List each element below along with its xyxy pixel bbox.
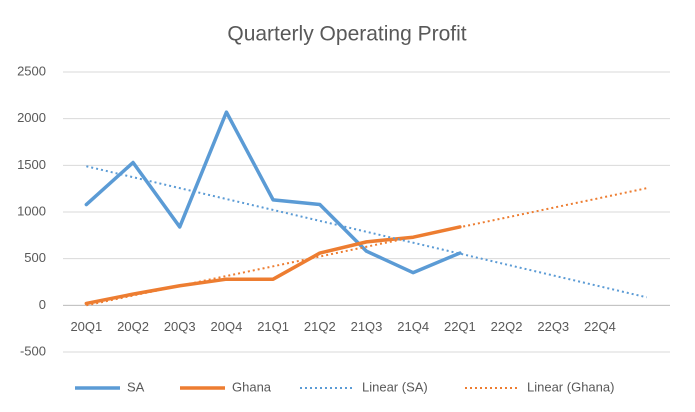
trend-line — [86, 165, 647, 299]
x-tick-label: 22Q4 — [584, 319, 616, 334]
x-tick-label: 21Q3 — [351, 319, 383, 334]
y-tick-label: 1000 — [17, 203, 46, 218]
series-line — [84, 225, 462, 306]
series-line — [84, 110, 462, 275]
x-tick-label: 21Q1 — [257, 319, 289, 334]
x-tick-label: 22Q2 — [491, 319, 523, 334]
y-tick-label: 2000 — [17, 110, 46, 125]
x-tick-label: 21Q4 — [397, 319, 429, 334]
x-tick-label: 20Q1 — [70, 319, 102, 334]
trend-line — [86, 187, 647, 307]
y-tick-label: -500 — [20, 343, 46, 358]
x-tick-label: 20Q2 — [117, 319, 149, 334]
legend-label: Linear (SA) — [362, 379, 428, 394]
x-tick-label: 22Q3 — [537, 319, 569, 334]
legend-label: Linear (Ghana) — [527, 379, 614, 394]
x-tick-label: 21Q2 — [304, 319, 336, 334]
chart-title: Quarterly Operating Profit — [227, 23, 466, 46]
y-tick-label: 1500 — [17, 157, 46, 172]
x-tick-label: 20Q3 — [164, 319, 196, 334]
y-tick-label: 2500 — [17, 63, 46, 78]
y-tick-label: 0 — [39, 297, 46, 312]
legend-label: SA — [127, 379, 145, 394]
x-tick-label: 20Q4 — [211, 319, 243, 334]
legend-label: Ghana — [232, 379, 272, 394]
y-tick-label: 500 — [24, 250, 46, 265]
x-tick-label: 22Q1 — [444, 319, 476, 334]
